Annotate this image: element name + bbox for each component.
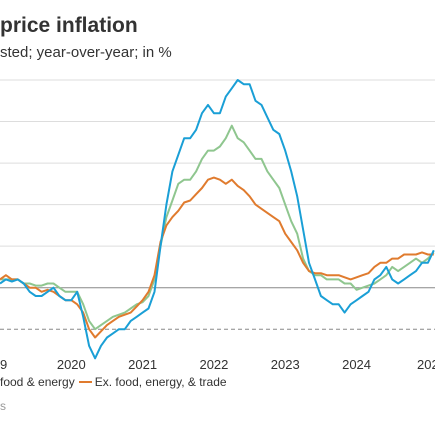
x-tick-label: 2020 (57, 357, 86, 372)
series-line-blue (0, 79, 435, 360)
x-tick-label: 9 (0, 357, 7, 372)
legend-label-a: food & energy (0, 375, 75, 389)
series-line-orange (0, 176, 434, 339)
series-line-green (0, 124, 435, 331)
x-tick-label: 202 (417, 357, 435, 372)
source-note: s (0, 399, 6, 413)
chart-subtitle: sted; year-over-year; in % (0, 44, 172, 61)
legend-label-b: Ex. food, energy, & trade (94, 375, 227, 389)
chart-title: price inflation (0, 14, 138, 37)
legend: food & energy Ex. food, energy, & trade (0, 375, 227, 389)
x-tick-label: 2022 (199, 357, 228, 372)
legend-swatch-orange (78, 381, 92, 383)
x-tick-label: 2023 (271, 357, 300, 372)
x-tick-label: 2021 (128, 357, 157, 372)
line-chart: 9 2020 2021 2022 2023 2024 202 (0, 79, 435, 372)
x-tick-label: 2024 (342, 357, 371, 372)
